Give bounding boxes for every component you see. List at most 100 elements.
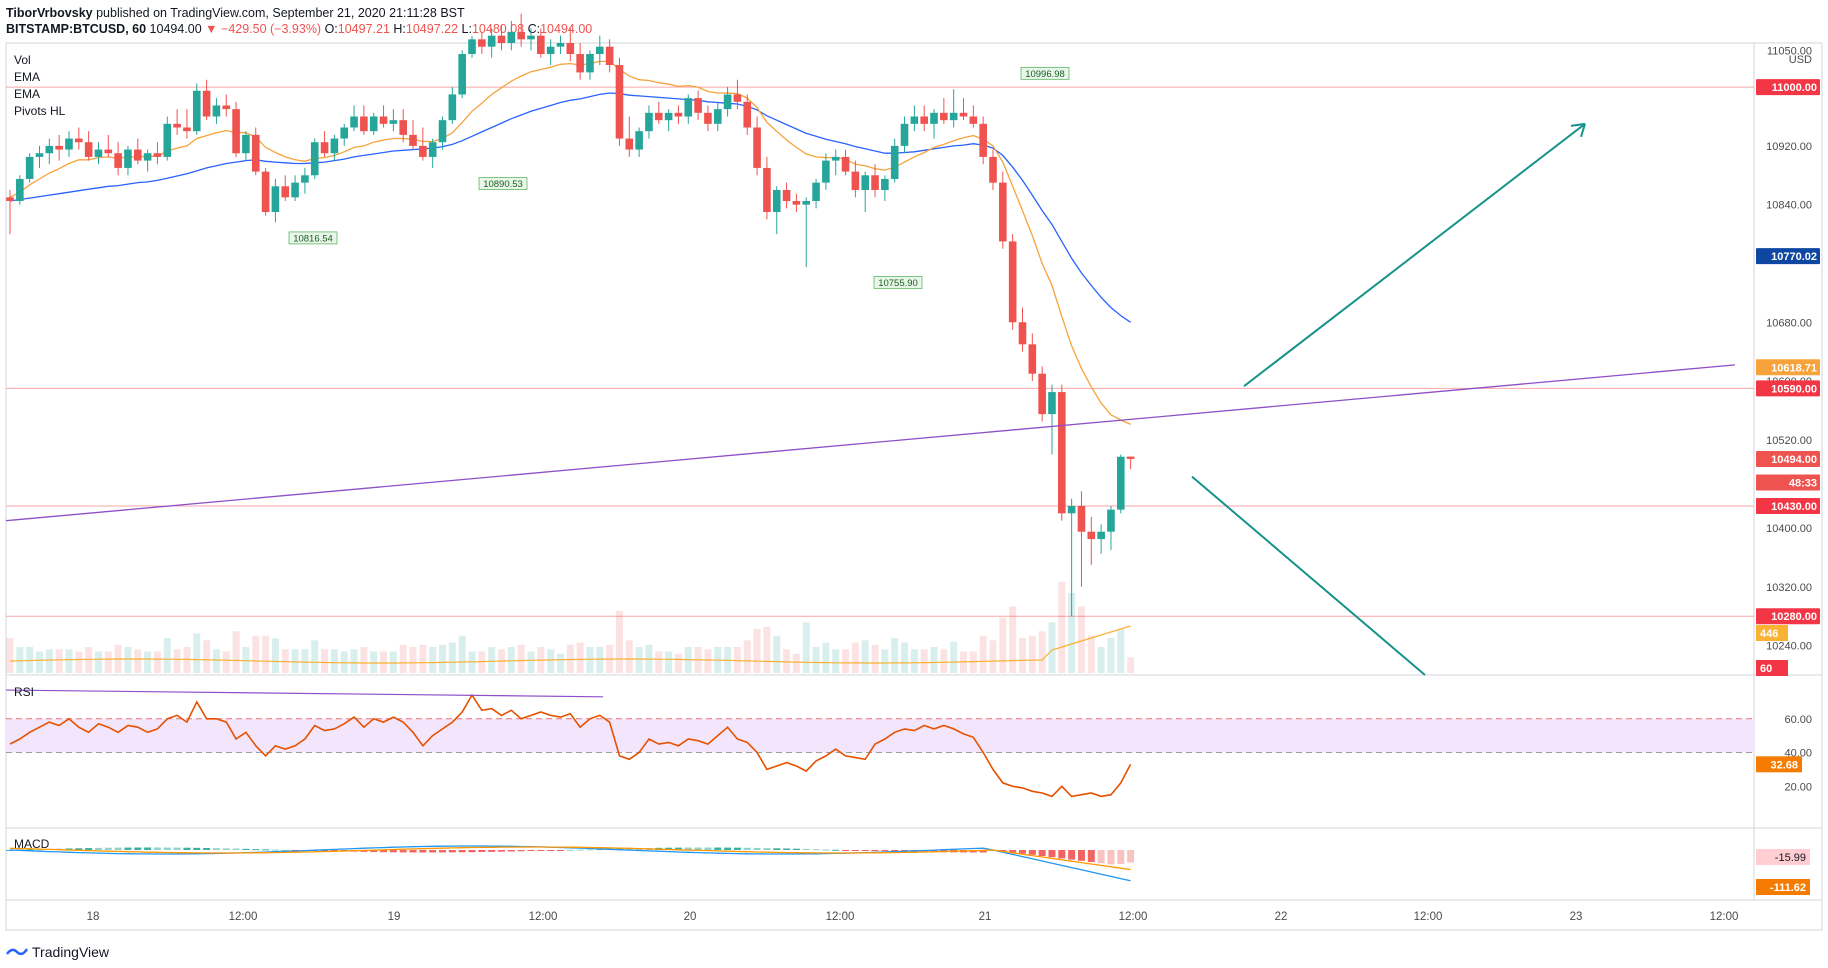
price-axis-label: 10770.02	[1756, 248, 1820, 265]
candle-body	[438, 120, 447, 143]
candle-body	[556, 43, 565, 47]
macd-histogram-bar	[370, 850, 378, 853]
macd-histogram-bar	[832, 849, 840, 851]
candle-body	[478, 39, 486, 47]
candle-body	[497, 35, 506, 43]
candle-body	[65, 138, 73, 150]
candle-body	[25, 156, 34, 179]
candle-body	[183, 127, 191, 132]
macd-histogram-bar	[222, 848, 230, 850]
macd-histogram-bar	[773, 848, 781, 850]
candle-body	[871, 175, 879, 190]
macd-histogram-bar	[330, 850, 338, 852]
candle-body	[576, 54, 584, 73]
candle-body	[979, 123, 987, 157]
volume-bar	[1077, 606, 1085, 673]
volume-bar	[655, 651, 663, 673]
candle-body	[350, 116, 358, 128]
macd-histogram-bar	[1117, 850, 1125, 864]
volume-bar	[871, 644, 879, 673]
time-tick-label: 23	[1570, 911, 1583, 923]
time-tick-label: 12:00	[1710, 911, 1739, 923]
legend-vol[interactable]: Vol	[14, 53, 31, 67]
macd-value-label: -111.62	[1756, 879, 1810, 895]
volume-bar	[1107, 638, 1115, 673]
tradingview-footer[interactable]: TradingView	[6, 944, 109, 960]
volume-bar	[979, 635, 987, 673]
candle-body	[625, 138, 634, 150]
macd-histogram-bar	[271, 849, 279, 851]
macd-histogram-bar	[212, 848, 220, 850]
candle-body	[605, 46, 614, 66]
candle-body	[360, 116, 368, 132]
indicator-legend: Vol EMA EMA Pivots HL	[14, 52, 65, 120]
pivot-label-text: 10890.53	[483, 179, 523, 190]
candle-body	[428, 142, 437, 157]
time-tick-label: 19	[388, 911, 401, 923]
volume-bar	[743, 640, 751, 673]
macd-hist-value-label: -15.99	[1756, 849, 1810, 865]
volume-bar	[802, 622, 810, 673]
macd-histogram-bar	[979, 850, 987, 853]
price-tick-label: 10840.00	[1766, 200, 1812, 212]
macd-histogram-bar	[419, 850, 427, 853]
macd-histogram-bar	[851, 850, 859, 851]
macd-histogram-bar	[517, 850, 525, 852]
open-label: O:	[324, 22, 338, 36]
macd-histogram-bar	[556, 850, 564, 851]
legend-ema-slow[interactable]: EMA	[14, 87, 41, 101]
macd-histogram-bar	[498, 850, 505, 852]
macd-histogram-bar	[1068, 850, 1076, 860]
volume-bar	[586, 647, 594, 673]
candle-body	[369, 116, 378, 132]
candle-body	[448, 94, 457, 121]
legend-pivots[interactable]: Pivots HL	[14, 104, 66, 118]
volume-bar	[566, 644, 574, 673]
volume-bar	[488, 647, 496, 673]
volume-bar	[360, 647, 368, 673]
macd-histogram-bar	[576, 849, 584, 851]
candle-body	[890, 145, 899, 179]
macd-legend[interactable]: MACD	[14, 837, 50, 851]
candle-body	[586, 54, 594, 73]
published-text: published on TradingView.com, September …	[96, 6, 465, 20]
macd-histogram-bar	[1097, 850, 1105, 864]
macd-histogram-bar	[321, 850, 329, 852]
volume-bar	[1087, 635, 1095, 673]
candle-body	[281, 186, 290, 198]
legend-ema-fast[interactable]: EMA	[14, 70, 41, 84]
symbol-label[interactable]: BITSTAMP:BTCUSD, 60	[6, 22, 147, 36]
candle-body	[222, 105, 231, 110]
macd-value-text: -111.62	[1770, 882, 1806, 894]
rsi-legend[interactable]: RSI	[14, 685, 35, 699]
tradingview-logo-icon	[6, 948, 28, 956]
candle-body	[743, 101, 752, 128]
candle-body	[596, 46, 604, 55]
volume-bar	[773, 635, 781, 673]
macd-histogram-bar	[163, 847, 171, 850]
price-tick-label: 10240.00	[1766, 641, 1812, 653]
volume-bar	[389, 651, 397, 673]
time-tick-label: 21	[979, 911, 992, 923]
macd-histogram-bar	[65, 848, 73, 850]
author-name[interactable]: TiborVrbovsky	[6, 6, 93, 20]
candle-body	[389, 120, 398, 124]
candle-body	[782, 189, 791, 201]
macd-histogram-bar	[409, 850, 417, 853]
volume-bar	[55, 649, 63, 673]
volume-bar	[271, 638, 279, 673]
price-label-box	[1756, 248, 1820, 265]
price-label-box	[1756, 450, 1820, 467]
macd-histogram-bar	[783, 848, 791, 850]
candle-body	[772, 189, 781, 213]
volume-bar	[399, 644, 407, 673]
candle-body	[310, 142, 319, 176]
volume-bar	[458, 635, 466, 673]
publisher-line: TiborVrbovsky published on TradingView.c…	[6, 6, 465, 20]
candle-body	[330, 138, 339, 154]
price-tick-label: 10920.00	[1766, 141, 1812, 153]
candle-body	[1067, 505, 1076, 514]
macd-histogram-bar	[183, 847, 191, 850]
candle-body	[930, 112, 938, 124]
